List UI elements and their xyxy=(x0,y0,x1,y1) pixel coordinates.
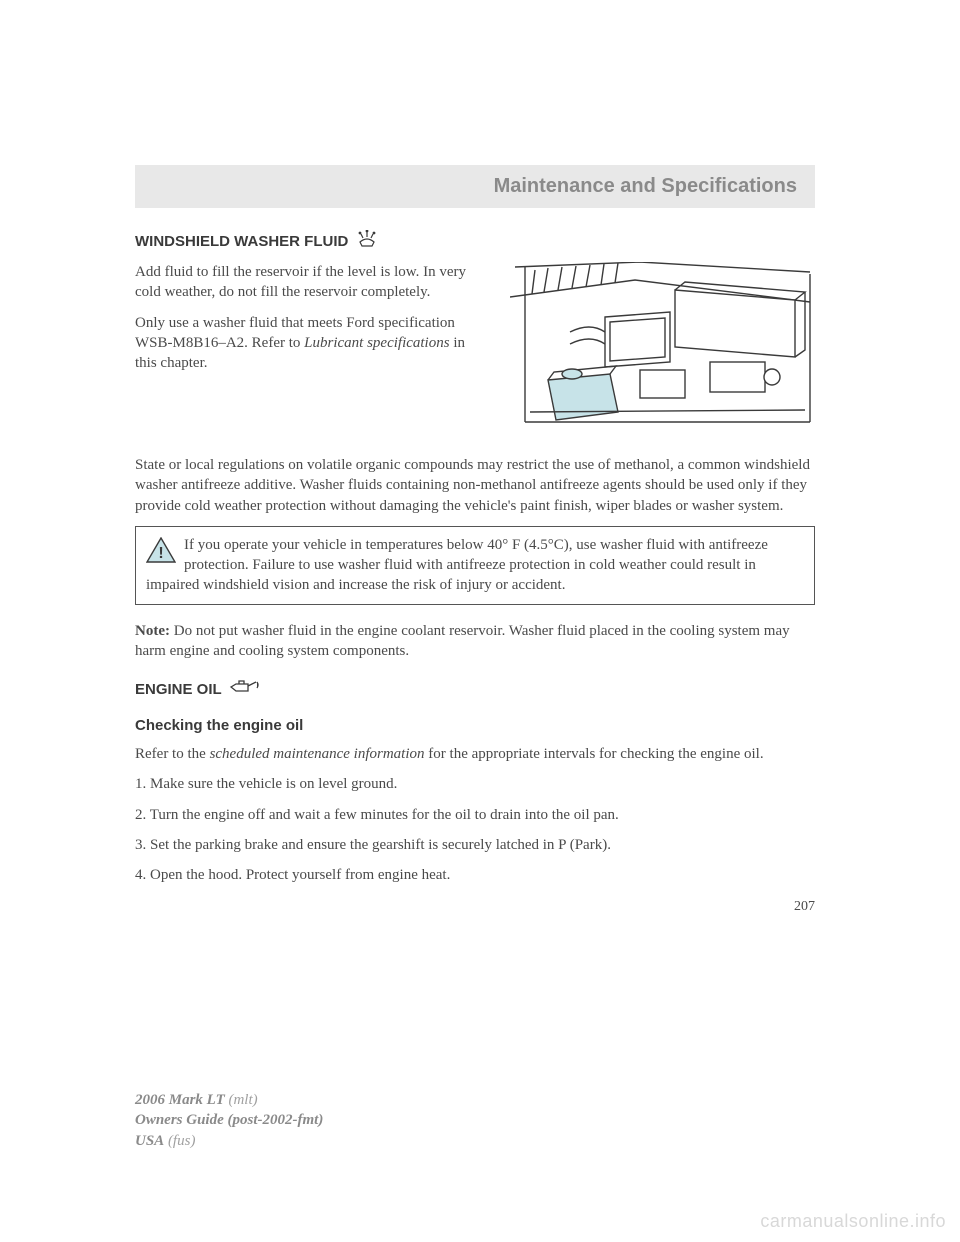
washer-para2-italic: Lubricant specifications xyxy=(304,335,449,351)
washer-text-column: Add fluid to fill the reservoir if the l… xyxy=(135,262,490,437)
section-oil-heading: ENGINE OIL xyxy=(135,679,815,699)
warning-text: If you operate your vehicle in temperatu… xyxy=(146,537,768,594)
footer-line2: Owners Guide (post-2002-fmt) xyxy=(135,1110,323,1130)
footer-code3: (fus) xyxy=(164,1133,195,1149)
oil-step1: 1. Make sure the vehicle is on level gro… xyxy=(135,774,815,794)
svg-text:!: ! xyxy=(158,545,163,562)
oil-step2: 2. Turn the engine off and wait a few mi… xyxy=(135,805,815,825)
oil-step3: 3. Set the parking brake and ensure the … xyxy=(135,835,815,855)
oil-subheading: Checking the engine oil xyxy=(135,717,815,734)
footer-guide: Owners Guide (post-2002-fmt) xyxy=(135,1112,323,1128)
washer-note: Note: Do not put washer fluid in the eng… xyxy=(135,621,815,662)
oil-heading-text: ENGINE OIL xyxy=(135,681,222,698)
warning-box: ! If you operate your vehicle in tempera… xyxy=(135,526,815,605)
washer-para2: Only use a washer fluid that meets Ford … xyxy=(135,313,490,374)
washer-two-column: Add fluid to fill the reservoir if the l… xyxy=(135,262,815,437)
oil-can-icon xyxy=(228,679,260,699)
engine-illustration-container xyxy=(510,262,815,437)
section-washer-heading: WINDSHIELD WASHER FLUID xyxy=(135,230,815,252)
oil-intro-a: Refer to the xyxy=(135,746,210,762)
note-label: Note: xyxy=(135,623,170,639)
chapter-title: Maintenance and Specifications xyxy=(494,175,797,197)
oil-intro-italic: scheduled maintenance information xyxy=(210,746,425,762)
note-text: Do not put washer fluid in the engine co… xyxy=(135,623,790,659)
footer: 2006 Mark LT (mlt) Owners Guide (post-20… xyxy=(135,1090,323,1151)
page-content: Maintenance and Specifications WINDSHIEL… xyxy=(135,165,815,915)
washer-heading-text: WINDSHIELD WASHER FLUID xyxy=(135,233,348,250)
page-number: 207 xyxy=(135,899,815,915)
footer-line3: USA (fus) xyxy=(135,1131,323,1151)
watermark: carmanualsonline.info xyxy=(760,1211,946,1232)
footer-region: USA xyxy=(135,1133,164,1149)
footer-line1: 2006 Mark LT (mlt) xyxy=(135,1090,323,1110)
oil-step4: 4. Open the hood. Protect yourself from … xyxy=(135,865,815,885)
chapter-header: Maintenance and Specifications xyxy=(135,165,815,208)
footer-code1: (mlt) xyxy=(225,1092,258,1108)
washer-para1: Add fluid to fill the reservoir if the l… xyxy=(135,262,490,303)
washer-fluid-icon xyxy=(354,230,380,252)
engine-bay-illustration xyxy=(510,262,815,432)
oil-intro: Refer to the scheduled maintenance infor… xyxy=(135,744,815,764)
footer-model: 2006 Mark LT xyxy=(135,1092,225,1108)
oil-intro-b: for the appropriate intervals for checki… xyxy=(425,746,764,762)
washer-para3: State or local regulations on volatile o… xyxy=(135,455,815,516)
warning-icon: ! xyxy=(146,537,176,569)
